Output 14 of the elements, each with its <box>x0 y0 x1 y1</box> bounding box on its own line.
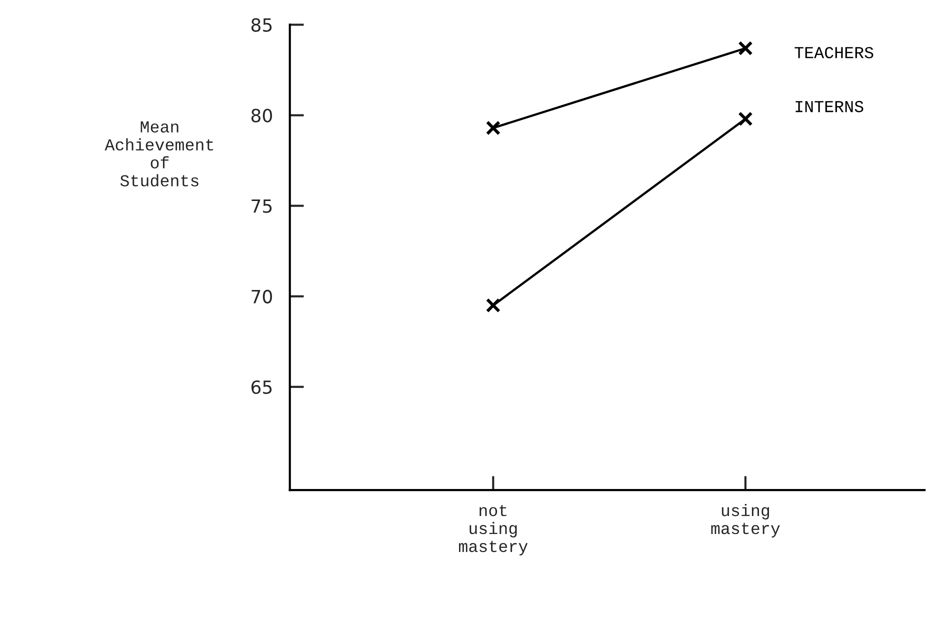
y-tick-label: 80 <box>251 108 272 122</box>
point <box>738 112 753 126</box>
point <box>486 120 501 136</box>
x-tick-label: using mastery <box>711 504 780 538</box>
point <box>738 40 753 56</box>
x-tick-label: not using mastery <box>458 504 528 556</box>
text: INTERNS <box>796 100 864 112</box>
y-tick-label: 85 <box>251 18 272 32</box>
y-tick-label: 70 <box>252 290 272 304</box>
y-tick-label: 65 <box>251 380 272 394</box>
y-axis-title: Mean Achievement of Students <box>104 121 214 186</box>
text: TEACHERS <box>794 46 874 58</box>
y-tick-label: 75 <box>252 199 272 213</box>
point <box>486 298 501 313</box>
